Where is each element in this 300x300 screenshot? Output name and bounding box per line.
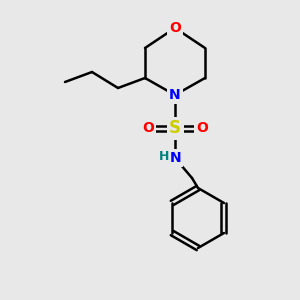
Text: N: N <box>169 88 181 102</box>
Text: S: S <box>169 119 181 137</box>
Text: O: O <box>196 121 208 135</box>
Text: N: N <box>170 151 182 165</box>
Text: O: O <box>169 21 181 35</box>
Text: O: O <box>142 121 154 135</box>
Text: H: H <box>159 151 169 164</box>
